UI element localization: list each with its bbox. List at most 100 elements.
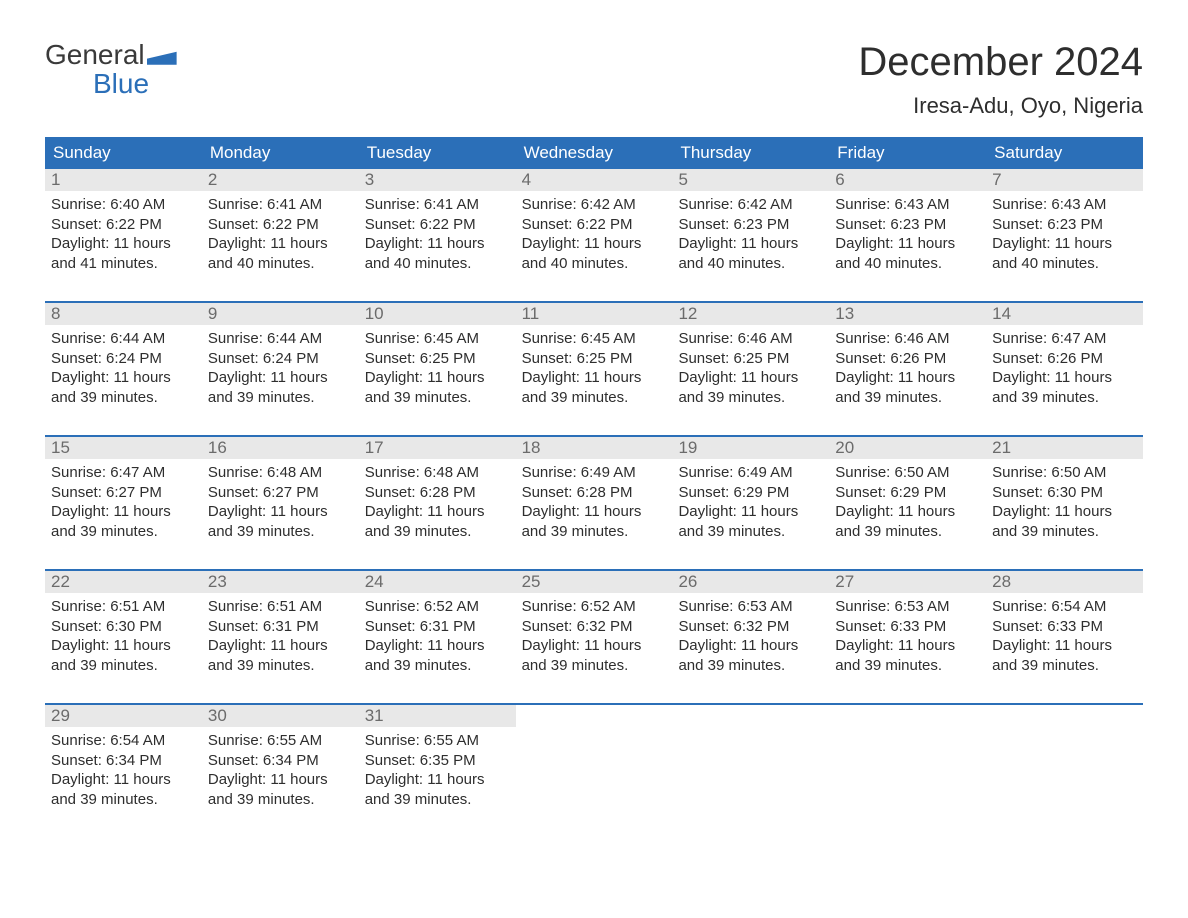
- day-number: 14: [986, 303, 1143, 325]
- day-number: 30: [202, 705, 359, 727]
- day-number: 1: [45, 169, 202, 191]
- day-details: Sunrise: 6:45 AMSunset: 6:25 PMDaylight:…: [359, 325, 516, 413]
- day-details: Sunrise: 6:42 AMSunset: 6:23 PMDaylight:…: [672, 191, 829, 279]
- day-details: Sunrise: 6:44 AMSunset: 6:24 PMDaylight:…: [45, 325, 202, 413]
- day-details: Sunrise: 6:55 AMSunset: 6:34 PMDaylight:…: [202, 727, 359, 815]
- calendar-day: 1Sunrise: 6:40 AMSunset: 6:22 PMDaylight…: [45, 169, 202, 287]
- calendar-week: 8Sunrise: 6:44 AMSunset: 6:24 PMDaylight…: [45, 301, 1143, 421]
- day-details: Sunrise: 6:52 AMSunset: 6:32 PMDaylight:…: [516, 593, 673, 681]
- calendar-day: 12Sunrise: 6:46 AMSunset: 6:25 PMDayligh…: [672, 303, 829, 421]
- day-number: 16: [202, 437, 359, 459]
- day-details: Sunrise: 6:54 AMSunset: 6:34 PMDaylight:…: [45, 727, 202, 815]
- calendar-week: 29Sunrise: 6:54 AMSunset: 6:34 PMDayligh…: [45, 703, 1143, 823]
- logo: General Blue: [45, 40, 177, 99]
- day-number: 27: [829, 571, 986, 593]
- day-details: Sunrise: 6:49 AMSunset: 6:29 PMDaylight:…: [672, 459, 829, 547]
- calendar-day: [986, 705, 1143, 823]
- day-number: 25: [516, 571, 673, 593]
- weekday-header: Monday: [202, 137, 359, 169]
- day-number: 2: [202, 169, 359, 191]
- day-number: 26: [672, 571, 829, 593]
- calendar-day: 23Sunrise: 6:51 AMSunset: 6:31 PMDayligh…: [202, 571, 359, 689]
- calendar-day: 6Sunrise: 6:43 AMSunset: 6:23 PMDaylight…: [829, 169, 986, 287]
- day-details: Sunrise: 6:50 AMSunset: 6:30 PMDaylight:…: [986, 459, 1143, 547]
- day-number: 19: [672, 437, 829, 459]
- calendar-day: 8Sunrise: 6:44 AMSunset: 6:24 PMDaylight…: [45, 303, 202, 421]
- calendar-day: 31Sunrise: 6:55 AMSunset: 6:35 PMDayligh…: [359, 705, 516, 823]
- calendar: SundayMondayTuesdayWednesdayThursdayFrid…: [45, 137, 1143, 823]
- calendar-day: 5Sunrise: 6:42 AMSunset: 6:23 PMDaylight…: [672, 169, 829, 287]
- day-details: Sunrise: 6:43 AMSunset: 6:23 PMDaylight:…: [829, 191, 986, 279]
- weekday-header: Saturday: [986, 137, 1143, 169]
- calendar-day: 9Sunrise: 6:44 AMSunset: 6:24 PMDaylight…: [202, 303, 359, 421]
- day-details: Sunrise: 6:49 AMSunset: 6:28 PMDaylight:…: [516, 459, 673, 547]
- day-number: 12: [672, 303, 829, 325]
- calendar-day: 13Sunrise: 6:46 AMSunset: 6:26 PMDayligh…: [829, 303, 986, 421]
- calendar-day: 29Sunrise: 6:54 AMSunset: 6:34 PMDayligh…: [45, 705, 202, 823]
- calendar-day: 27Sunrise: 6:53 AMSunset: 6:33 PMDayligh…: [829, 571, 986, 689]
- logo-text-2: Blue: [45, 69, 177, 98]
- day-details: Sunrise: 6:54 AMSunset: 6:33 PMDaylight:…: [986, 593, 1143, 681]
- day-details: Sunrise: 6:52 AMSunset: 6:31 PMDaylight:…: [359, 593, 516, 681]
- calendar-day: 4Sunrise: 6:42 AMSunset: 6:22 PMDaylight…: [516, 169, 673, 287]
- day-details: Sunrise: 6:46 AMSunset: 6:25 PMDaylight:…: [672, 325, 829, 413]
- calendar-week: 22Sunrise: 6:51 AMSunset: 6:30 PMDayligh…: [45, 569, 1143, 689]
- calendar-day: 3Sunrise: 6:41 AMSunset: 6:22 PMDaylight…: [359, 169, 516, 287]
- day-details: Sunrise: 6:53 AMSunset: 6:33 PMDaylight:…: [829, 593, 986, 681]
- calendar-week: 15Sunrise: 6:47 AMSunset: 6:27 PMDayligh…: [45, 435, 1143, 555]
- day-number: 6: [829, 169, 986, 191]
- day-number: 18: [516, 437, 673, 459]
- calendar-day: 2Sunrise: 6:41 AMSunset: 6:22 PMDaylight…: [202, 169, 359, 287]
- weekday-header: Sunday: [45, 137, 202, 169]
- calendar-day: 25Sunrise: 6:52 AMSunset: 6:32 PMDayligh…: [516, 571, 673, 689]
- calendar-day: 26Sunrise: 6:53 AMSunset: 6:32 PMDayligh…: [672, 571, 829, 689]
- day-details: Sunrise: 6:53 AMSunset: 6:32 PMDaylight:…: [672, 593, 829, 681]
- calendar-day: 18Sunrise: 6:49 AMSunset: 6:28 PMDayligh…: [516, 437, 673, 555]
- title-block: December 2024 Iresa-Adu, Oyo, Nigeria: [858, 40, 1143, 119]
- day-details: Sunrise: 6:48 AMSunset: 6:27 PMDaylight:…: [202, 459, 359, 547]
- day-number: 3: [359, 169, 516, 191]
- calendar-day: [672, 705, 829, 823]
- day-number: 11: [516, 303, 673, 325]
- location-text: Iresa-Adu, Oyo, Nigeria: [858, 93, 1143, 119]
- weekday-header-row: SundayMondayTuesdayWednesdayThursdayFrid…: [45, 137, 1143, 169]
- calendar-day: 28Sunrise: 6:54 AMSunset: 6:33 PMDayligh…: [986, 571, 1143, 689]
- day-details: Sunrise: 6:42 AMSunset: 6:22 PMDaylight:…: [516, 191, 673, 279]
- logo-flag-icon: [147, 45, 177, 65]
- day-details: Sunrise: 6:48 AMSunset: 6:28 PMDaylight:…: [359, 459, 516, 547]
- day-details: Sunrise: 6:45 AMSunset: 6:25 PMDaylight:…: [516, 325, 673, 413]
- calendar-day: 30Sunrise: 6:55 AMSunset: 6:34 PMDayligh…: [202, 705, 359, 823]
- weekday-header: Tuesday: [359, 137, 516, 169]
- day-number: 23: [202, 571, 359, 593]
- day-number: 5: [672, 169, 829, 191]
- calendar-day: [516, 705, 673, 823]
- weekday-header: Friday: [829, 137, 986, 169]
- day-number: 20: [829, 437, 986, 459]
- calendar-day: 14Sunrise: 6:47 AMSunset: 6:26 PMDayligh…: [986, 303, 1143, 421]
- day-number: 4: [516, 169, 673, 191]
- calendar-day: 10Sunrise: 6:45 AMSunset: 6:25 PMDayligh…: [359, 303, 516, 421]
- calendar-day: 22Sunrise: 6:51 AMSunset: 6:30 PMDayligh…: [45, 571, 202, 689]
- day-details: Sunrise: 6:41 AMSunset: 6:22 PMDaylight:…: [202, 191, 359, 279]
- day-number: 29: [45, 705, 202, 727]
- day-number: 10: [359, 303, 516, 325]
- header: General Blue December 2024 Iresa-Adu, Oy…: [45, 40, 1143, 119]
- day-number: 13: [829, 303, 986, 325]
- day-number: 28: [986, 571, 1143, 593]
- calendar-day: 16Sunrise: 6:48 AMSunset: 6:27 PMDayligh…: [202, 437, 359, 555]
- calendar-day: 24Sunrise: 6:52 AMSunset: 6:31 PMDayligh…: [359, 571, 516, 689]
- page-title: December 2024: [858, 40, 1143, 85]
- calendar-day: 7Sunrise: 6:43 AMSunset: 6:23 PMDaylight…: [986, 169, 1143, 287]
- day-details: Sunrise: 6:40 AMSunset: 6:22 PMDaylight:…: [45, 191, 202, 279]
- day-details: Sunrise: 6:50 AMSunset: 6:29 PMDaylight:…: [829, 459, 986, 547]
- logo-text-1: General: [45, 40, 145, 69]
- day-number: 7: [986, 169, 1143, 191]
- day-number: 31: [359, 705, 516, 727]
- day-number: 24: [359, 571, 516, 593]
- day-number: 22: [45, 571, 202, 593]
- day-number: 21: [986, 437, 1143, 459]
- calendar-day: 21Sunrise: 6:50 AMSunset: 6:30 PMDayligh…: [986, 437, 1143, 555]
- calendar-day: 15Sunrise: 6:47 AMSunset: 6:27 PMDayligh…: [45, 437, 202, 555]
- calendar-day: 19Sunrise: 6:49 AMSunset: 6:29 PMDayligh…: [672, 437, 829, 555]
- calendar-day: 17Sunrise: 6:48 AMSunset: 6:28 PMDayligh…: [359, 437, 516, 555]
